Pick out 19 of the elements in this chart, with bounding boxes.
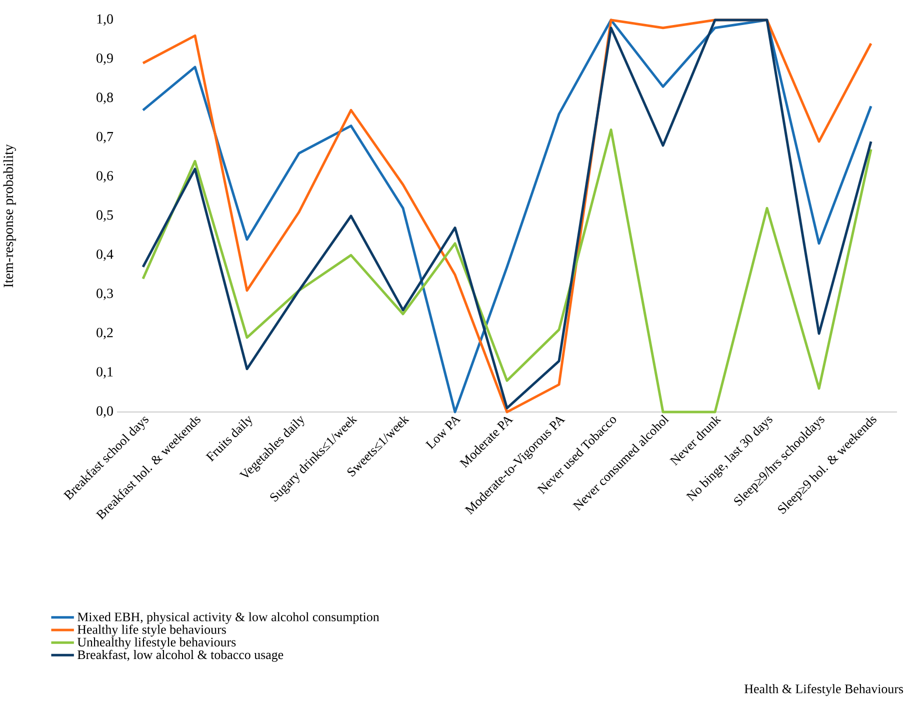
y-tick-label: 0,3 xyxy=(96,288,113,300)
y-tick-label: 0,0 xyxy=(96,406,113,418)
y-tick-label: 1,0 xyxy=(97,14,113,26)
legend-label: Mixed EBH, physical activity & low alcohol consumption xyxy=(78,612,380,624)
y-tick-label: 0,2 xyxy=(96,328,113,340)
y-tick-label: 0,8 xyxy=(96,92,113,104)
text: Health & Lifestyle Behaviours xyxy=(744,684,904,696)
y-tick-label: 0,5 xyxy=(96,210,113,222)
y-tick-label: 0,1 xyxy=(96,367,113,379)
x-tick-label: Low PA xyxy=(425,416,461,450)
line-series xyxy=(142,128,872,414)
y-tick-label: 0,4 xyxy=(96,249,114,261)
legend-label: Unhealthy lifestyle behaviours xyxy=(77,637,236,650)
legend-label: Healthy life style behaviours xyxy=(78,624,226,637)
y-tick-label: 0,6 xyxy=(96,171,114,183)
legend-label: Breakfast, low alcohol & tobacco usage xyxy=(78,650,284,662)
y-axis-title: Item-response probability xyxy=(3,144,16,288)
y-tick-label: 0,7 xyxy=(96,132,114,144)
y-tick-label: 0,9 xyxy=(96,53,113,65)
